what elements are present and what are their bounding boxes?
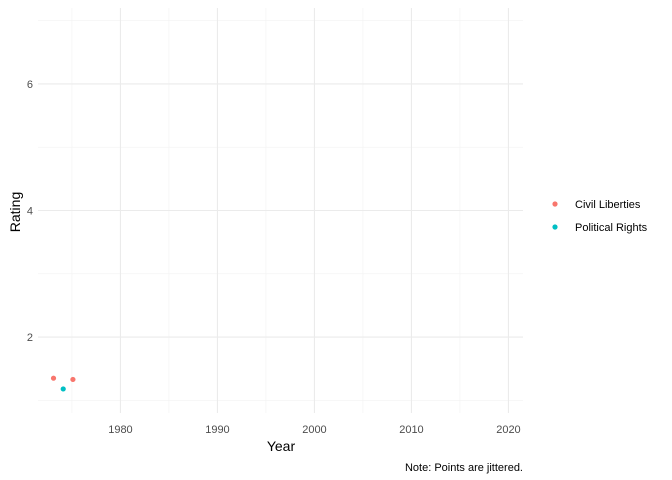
legend-label: Political Rights [575, 222, 648, 234]
y-tick-labels: 2 4 6 [27, 79, 33, 344]
x-tick-labels: 1980 1990 2000 2010 2020 [108, 424, 520, 436]
x-tick-label: 2000 [302, 424, 326, 436]
data-point [60, 386, 66, 392]
y-tick-label: 4 [27, 206, 33, 218]
legend: Civil Liberties Political Rights [552, 199, 648, 234]
y-tick-label: 6 [27, 79, 33, 91]
y-tick-label: 2 [27, 332, 33, 344]
x-tick-label: 1990 [205, 424, 229, 436]
legend-key [552, 201, 558, 207]
data-point [50, 375, 57, 381]
y-axis-title: Rating [7, 192, 23, 232]
caption: Note: Points are jittered. [405, 462, 523, 474]
x-tick-label: 2020 [496, 424, 520, 436]
x-tick-label: 1980 [108, 424, 132, 436]
x-axis-title: Year [267, 438, 296, 454]
legend-key [552, 224, 558, 230]
x-tick-label: 2010 [399, 424, 423, 436]
legend-label: Civil Liberties [575, 199, 641, 211]
grid-major [38, 8, 523, 413]
data-points [50, 375, 76, 392]
data-point [70, 376, 76, 383]
